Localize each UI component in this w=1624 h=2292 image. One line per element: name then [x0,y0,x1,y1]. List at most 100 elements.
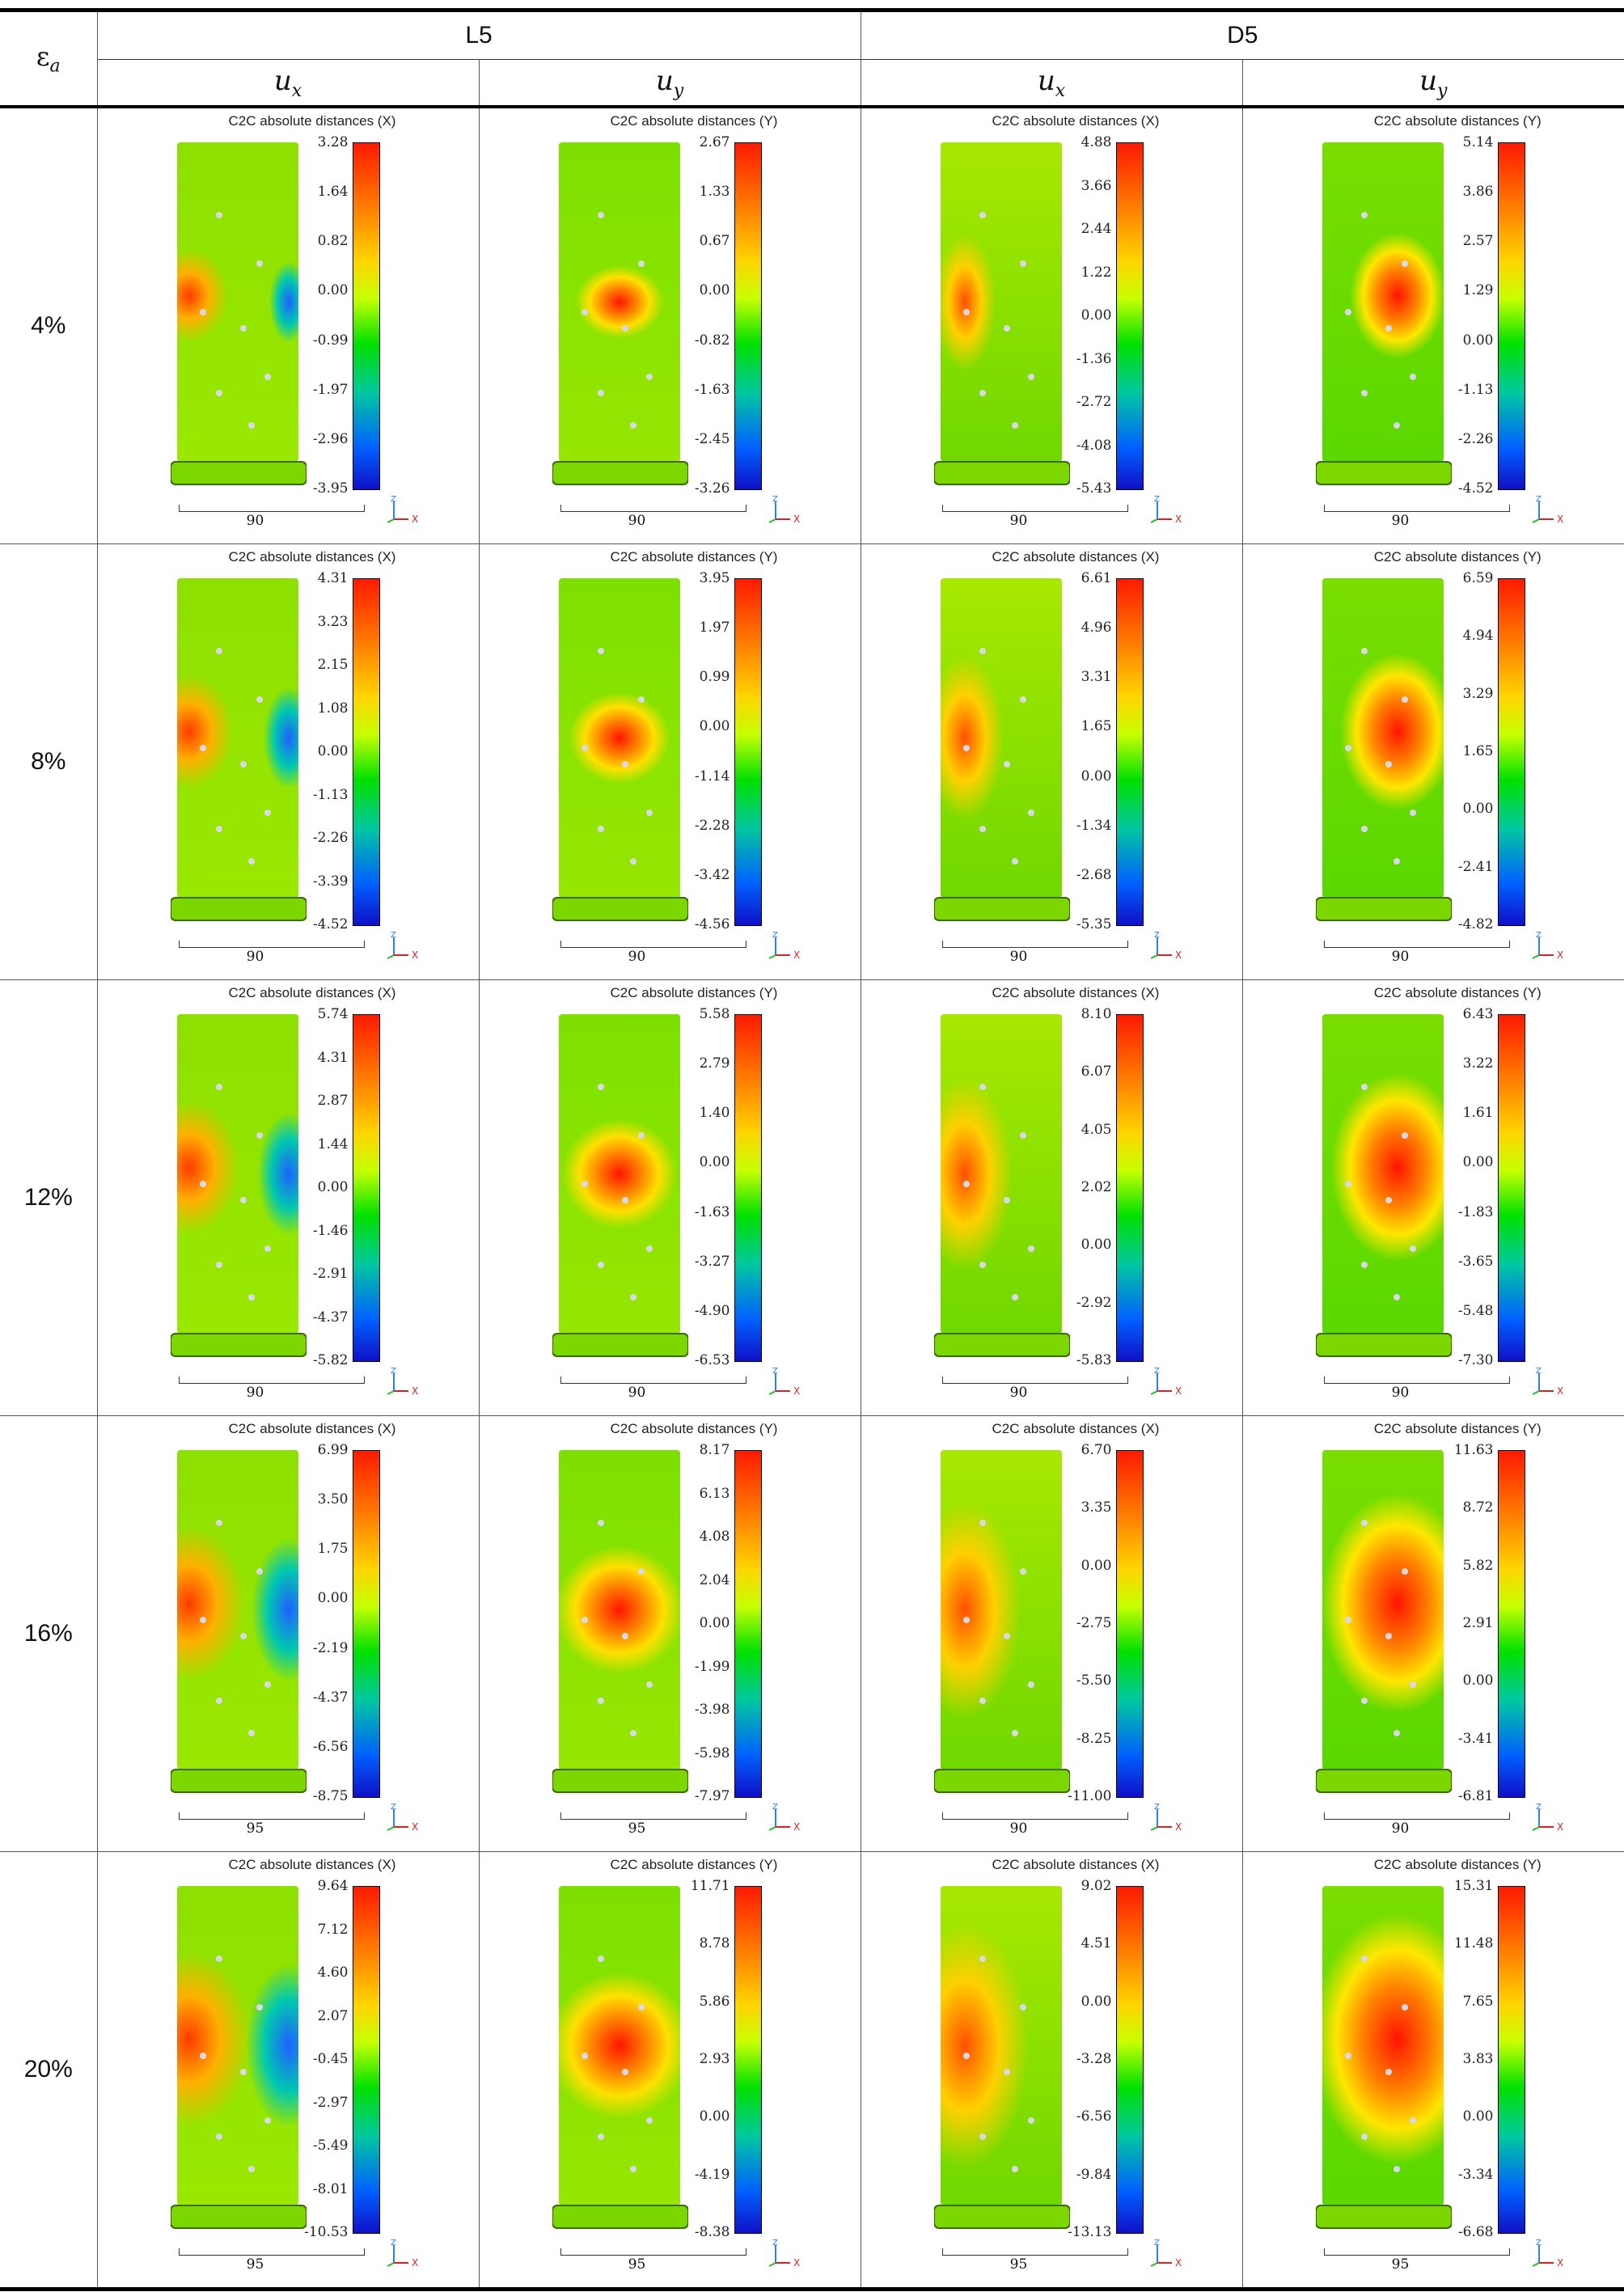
color-scale-tick-label: 8.10 [1081,1006,1112,1022]
color-scale-tick-label: -0.45 [312,2051,349,2067]
specimen-displacement-image [1315,142,1452,485]
axes-triad-icon: ZX [1150,2239,1182,2269]
axes-triad-icon: ZX [1150,1367,1182,1397]
color-scale-tick-label: 4.05 [1081,1121,1112,1138]
displacement-map-cell: C2C absolute distances (Y) 5.14 3.86 2.57 1.… [1242,107,1624,544]
displacement-map-cell: C2C absolute distances (Y) 6.43 3.22 1.61 0.… [1242,979,1624,1416]
specimen-displacement-image [933,1450,1070,1793]
color-scale-bar [1115,142,1144,490]
svg-text:X: X [412,1821,418,1833]
color-scale-tick-label: -2.26 [312,830,349,846]
map-title: C2C absolute distances (X) [992,985,1160,1000]
color-scale-bar [734,1450,762,1798]
color-scale-tick-label: 6.43 [1462,1006,1494,1022]
color-scale-tick-label: -1.97 [312,381,349,398]
svg-text:X: X [1557,2257,1563,2269]
strain-subscript: a [49,56,61,77]
scale-bar-label: 90 [1009,949,1028,965]
color-scale-tick-label: 11.71 [690,1878,730,1894]
color-scale-tick-label: -6.56 [312,1738,349,1755]
color-scale-tick-label: 3.86 [1462,184,1494,201]
color-scale-tick-label: 5.74 [317,1006,349,1022]
color-scale-tick-label: 0.00 [1081,1993,1112,2010]
scale-bar [178,1812,365,1820]
color-scale-tick-label: 0.67 [699,233,730,250]
svg-text:X: X [1557,1385,1563,1397]
displacement-map-cell: C2C absolute distances (Y) 11.63 8.72 5.82 2… [1242,1415,1624,1852]
color-scale-tick-label: -3.28 [1076,2051,1112,2067]
color-scale-tick-label: 5.58 [699,1006,730,1022]
color-scale-tick-label: 3.29 [1462,685,1494,702]
color-scale-bar [1497,1886,1525,2234]
scale-bar-label: 90 [1009,1385,1028,1401]
displacement-map-cell: C2C absolute distances (Y) 5.58 2.79 1.40 0.… [479,979,861,1416]
map-title: C2C absolute distances (X) [228,1857,396,1872]
color-scale-tick-label: -2.97 [312,2094,349,2111]
color-scale-tick-label: 4.88 [1081,134,1112,150]
color-scale-tick-label: 0.00 [699,1615,730,1631]
color-scale-tick-label: -2.28 [694,817,730,834]
color-scale-tick-label: 3.83 [1462,2051,1494,2067]
scale-bar [178,1376,365,1384]
color-scale-tick-label: -2.72 [1076,394,1112,410]
color-scale-tick-label: 0.00 [1462,1154,1494,1171]
strain-symbol: ε [36,40,50,72]
displacement-map-cell: C2C absolute distances (X) 9.64 7.12 4.60 2.… [97,1851,480,2291]
svg-text:Z: Z [391,2239,396,2248]
color-scale-tick-label: 1.75 [317,1541,349,1558]
color-scale-tick-label: 2.04 [699,1571,730,1588]
color-scale-tick-label: 3.31 [1081,669,1112,686]
color-scale-tick-label: 8.72 [1462,1499,1494,1516]
color-scale-tick-label: 4.31 [317,1049,349,1066]
color-scale-tick-label: -4.52 [1457,480,1494,497]
specimen-displacement-image [552,142,688,485]
strain-value: 20% [0,1851,98,2291]
color-scale-tick-label: 1.22 [1081,264,1112,281]
color-scale-tick-label: -3.41 [1457,1730,1494,1747]
color-scale-tick-label: 11.63 [1453,1442,1494,1458]
color-scale-tick-label: -1.63 [694,1203,730,1220]
svg-text:X: X [1175,2257,1182,2269]
color-scale-tick-label: 4.31 [317,570,349,586]
results-table: εa L5 D5 ux uy ux uy 4% C2C absolute dist… [0,8,1624,2291]
color-scale-tick-label: -2.45 [694,430,730,447]
scale-bar [941,2248,1128,2256]
map-title: C2C absolute distances (Y) [610,549,778,565]
color-scale-tick-label: 1.44 [317,1135,349,1152]
color-scale-tick-label: 0.00 [1081,768,1112,784]
color-scale-tick-label: 1.29 [1462,282,1494,299]
scale-bar [560,2248,746,2256]
color-scale-tick-label: -5.98 [694,1744,730,1761]
svg-text:Z: Z [1536,2239,1542,2248]
color-scale-tick-label: 4.08 [699,1529,730,1545]
scale-bar [560,1812,746,1820]
color-scale-tick-label: -2.96 [312,430,349,447]
strain-row: 16% C2C absolute distances (X) 6.99 3.50 1.7… [0,1415,1624,1852]
color-scale-bar [1115,1886,1144,2234]
scale-bar-label: 95 [246,2256,264,2273]
axes-triad-icon: ZX [1150,1803,1182,1833]
color-scale-tick-label: 7.65 [1462,1993,1494,2010]
map-title: C2C absolute distances (Y) [1373,113,1542,129]
svg-text:X: X [1175,514,1182,525]
color-scale-tick-label: 9.64 [317,1878,349,1894]
svg-text:Z: Z [391,495,396,504]
scale-bar [1323,505,1510,512]
color-scale-tick-label: 1.65 [1462,743,1494,759]
color-scale-tick-label: 2.07 [317,2007,349,2024]
strain-value: 8% [0,543,98,980]
color-scale-tick-label: -8.38 [694,2224,730,2240]
scale-bar-label: 95 [628,2256,646,2273]
displacement-map-cell: C2C absolute distances (X) 3.28 1.64 0.82 0.… [97,107,480,544]
axes-triad-icon: ZX [1532,2239,1563,2269]
color-scale-tick-label: -3.39 [312,873,349,890]
color-scale-tick-label: 3.23 [317,613,349,630]
displacement-map-cell: C2C absolute distances (Y) 15.31 11.48 7.65… [1242,1851,1624,2291]
color-scale-tick-label: -5.35 [1076,916,1112,932]
scale-bar-label: 95 [1009,2256,1028,2273]
map-title: C2C absolute distances (X) [228,113,396,129]
color-scale-tick-label: 4.51 [1081,1935,1112,1952]
svg-text:Z: Z [1154,1367,1160,1376]
svg-text:X: X [793,2257,800,2269]
svg-text:X: X [1557,514,1563,525]
